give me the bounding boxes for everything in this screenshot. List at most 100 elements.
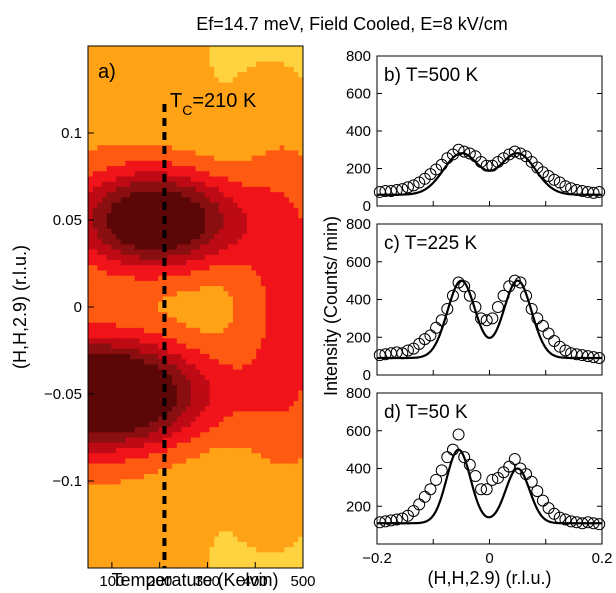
heatmap-cell <box>120 244 126 251</box>
heatmap-cell <box>148 223 155 230</box>
heatmap-cell <box>251 265 257 272</box>
heatmap-cell <box>228 275 234 282</box>
heatmap-cell <box>274 547 281 553</box>
heatmap-cell <box>181 296 187 303</box>
heatmap-cell <box>153 531 159 538</box>
heatmap-cell <box>195 468 201 475</box>
heatmap-cell <box>284 374 290 381</box>
heatmap-cell <box>88 479 94 486</box>
data-point <box>565 515 578 528</box>
heatmap-cell <box>265 51 271 58</box>
heatmap-cell <box>256 385 262 392</box>
heatmap-cell <box>88 296 94 303</box>
heatmap-cell <box>200 369 206 376</box>
heatmap-cell <box>195 254 201 261</box>
heatmap-cell <box>88 432 94 439</box>
heatmap-cell <box>125 197 131 204</box>
heatmap-cell <box>125 453 131 459</box>
heatmap-cell <box>260 463 267 470</box>
heatmap-cell <box>223 108 229 115</box>
heatmap-cell <box>190 458 197 465</box>
heatmap-cell <box>97 458 103 465</box>
heatmap-cell <box>218 134 225 141</box>
heatmap-cell <box>237 150 243 157</box>
heatmap-cell <box>209 421 215 428</box>
heatmap-cell <box>125 359 131 366</box>
heatmap-cell <box>232 296 239 303</box>
heatmap-cell <box>181 108 187 115</box>
heatmap-cell <box>265 343 271 350</box>
heatmap-cell <box>256 254 262 261</box>
heatmap-cell <box>218 150 225 157</box>
heatmap-cell <box>274 166 281 172</box>
heatmap-cell <box>237 124 243 131</box>
heatmap-cell <box>288 421 295 428</box>
heatmap-cell <box>116 500 122 506</box>
heatmap-cell <box>246 301 253 308</box>
heatmap-cell <box>284 145 290 151</box>
heatmap-cell <box>204 515 211 522</box>
heatmap-cell <box>228 411 234 418</box>
heatmap-cell <box>246 56 253 63</box>
heatmap-cell <box>106 160 112 167</box>
heatmap-cell <box>190 562 197 568</box>
heatmap-cell <box>106 82 112 89</box>
heatmap-cell <box>102 406 108 412</box>
heatmap-cell <box>195 92 201 99</box>
heatmap-cell <box>130 260 136 266</box>
heatmap-cell <box>209 400 215 407</box>
heatmap-cell <box>134 317 141 324</box>
heatmap-cell <box>130 108 136 115</box>
heatmap-cell <box>167 223 173 230</box>
heatmap-cell <box>246 166 253 172</box>
heatmap-cell <box>167 474 173 480</box>
heatmap-cell <box>260 421 267 428</box>
heatmap-cell <box>134 557 141 564</box>
heatmap-cell <box>214 56 220 63</box>
heatmap-cell <box>181 484 187 491</box>
heatmap-cell <box>139 484 145 491</box>
heatmap-cell <box>190 207 197 214</box>
y-tick-label: 0 <box>363 198 371 215</box>
heatmap-cell <box>125 72 131 78</box>
heatmap-cell <box>148 61 155 68</box>
heatmap-cell <box>274 265 281 272</box>
heatmap-cell <box>228 531 234 538</box>
heatmap-cell <box>106 249 112 256</box>
heatmap-cell <box>167 77 173 84</box>
heatmap-cell <box>293 463 299 470</box>
heatmap-cell <box>265 150 271 157</box>
heatmap-cell <box>153 124 159 131</box>
heatmap-cell <box>186 207 192 214</box>
heatmap-cell <box>256 72 262 78</box>
heatmap-cell <box>242 432 248 439</box>
heatmap-cell <box>260 108 267 115</box>
heatmap-cell <box>218 82 225 89</box>
heatmap-cell <box>200 557 206 564</box>
heatmap-cell <box>158 280 164 287</box>
heatmap-cell <box>116 353 122 360</box>
heatmap-cell <box>186 233 192 240</box>
heatmap-cell <box>265 197 271 204</box>
heatmap-cell <box>190 437 197 444</box>
heatmap-cell <box>116 406 122 412</box>
heatmap-cell <box>232 129 239 136</box>
heatmap-cell <box>200 202 206 209</box>
heatmap-cell <box>130 536 136 543</box>
heatmap-cell <box>120 484 126 491</box>
heatmap-cell <box>284 233 290 240</box>
heatmap-cell <box>232 364 239 371</box>
heatmap-cell <box>120 442 126 449</box>
heatmap-cell <box>158 515 164 522</box>
heatmap-cell <box>200 400 206 407</box>
data-point <box>570 348 583 361</box>
heatmap-cell <box>92 380 98 386</box>
heatmap-cell <box>97 166 103 172</box>
heatmap-cell <box>158 453 164 459</box>
heatmap-cell <box>209 500 215 506</box>
heatmap-cell <box>167 437 173 444</box>
heatmap-cell <box>172 447 178 454</box>
heatmap-cell <box>158 463 164 470</box>
heatmap-cell <box>214 338 220 345</box>
heatmap-cell <box>298 160 303 167</box>
